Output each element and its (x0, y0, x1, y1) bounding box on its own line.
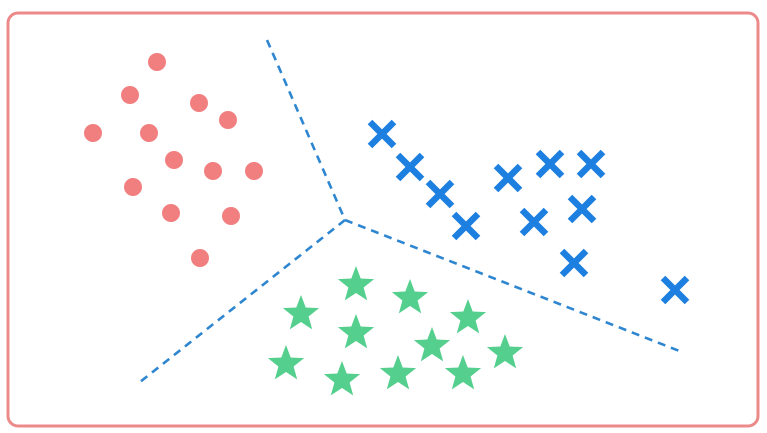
cross-point (576, 149, 606, 179)
circle-point (162, 204, 180, 222)
circle-point (148, 53, 166, 71)
circle-point (191, 249, 209, 267)
circle-point (190, 94, 208, 112)
circle-point (222, 207, 240, 225)
star-point (449, 299, 487, 334)
star-point (267, 345, 305, 380)
cross-class-points (367, 119, 690, 305)
star-point (282, 295, 320, 330)
cross-point (660, 275, 690, 305)
boundary-line-left (139, 218, 346, 384)
cross-point (567, 194, 597, 224)
diagram-frame (6, 11, 760, 428)
circle-point (84, 124, 102, 142)
star-point (379, 355, 417, 390)
circle-point (245, 162, 263, 180)
circle-point (165, 151, 183, 169)
cross-point (535, 149, 565, 179)
star-point (391, 279, 429, 314)
cross-point (559, 248, 589, 278)
cross-point (451, 211, 481, 241)
cross-point (367, 119, 397, 149)
cross-point (395, 152, 425, 182)
decision-boundaries (139, 39, 683, 384)
star-point (323, 361, 361, 396)
star-point (413, 327, 451, 362)
star-point (444, 355, 482, 390)
boundary-line-right (344, 218, 683, 354)
circle-point (121, 86, 139, 104)
circle-point (140, 124, 158, 142)
star-class-points (267, 266, 524, 396)
cross-point (493, 163, 523, 193)
cross-point (425, 179, 455, 209)
star-point (337, 314, 375, 349)
circle-point (204, 162, 222, 180)
circle-point (219, 111, 237, 129)
star-point (337, 266, 375, 301)
cross-point (519, 207, 549, 237)
circle-class-points (84, 53, 263, 267)
circle-point (124, 178, 142, 196)
boundary-line-top (265, 39, 347, 221)
star-point (486, 334, 524, 369)
